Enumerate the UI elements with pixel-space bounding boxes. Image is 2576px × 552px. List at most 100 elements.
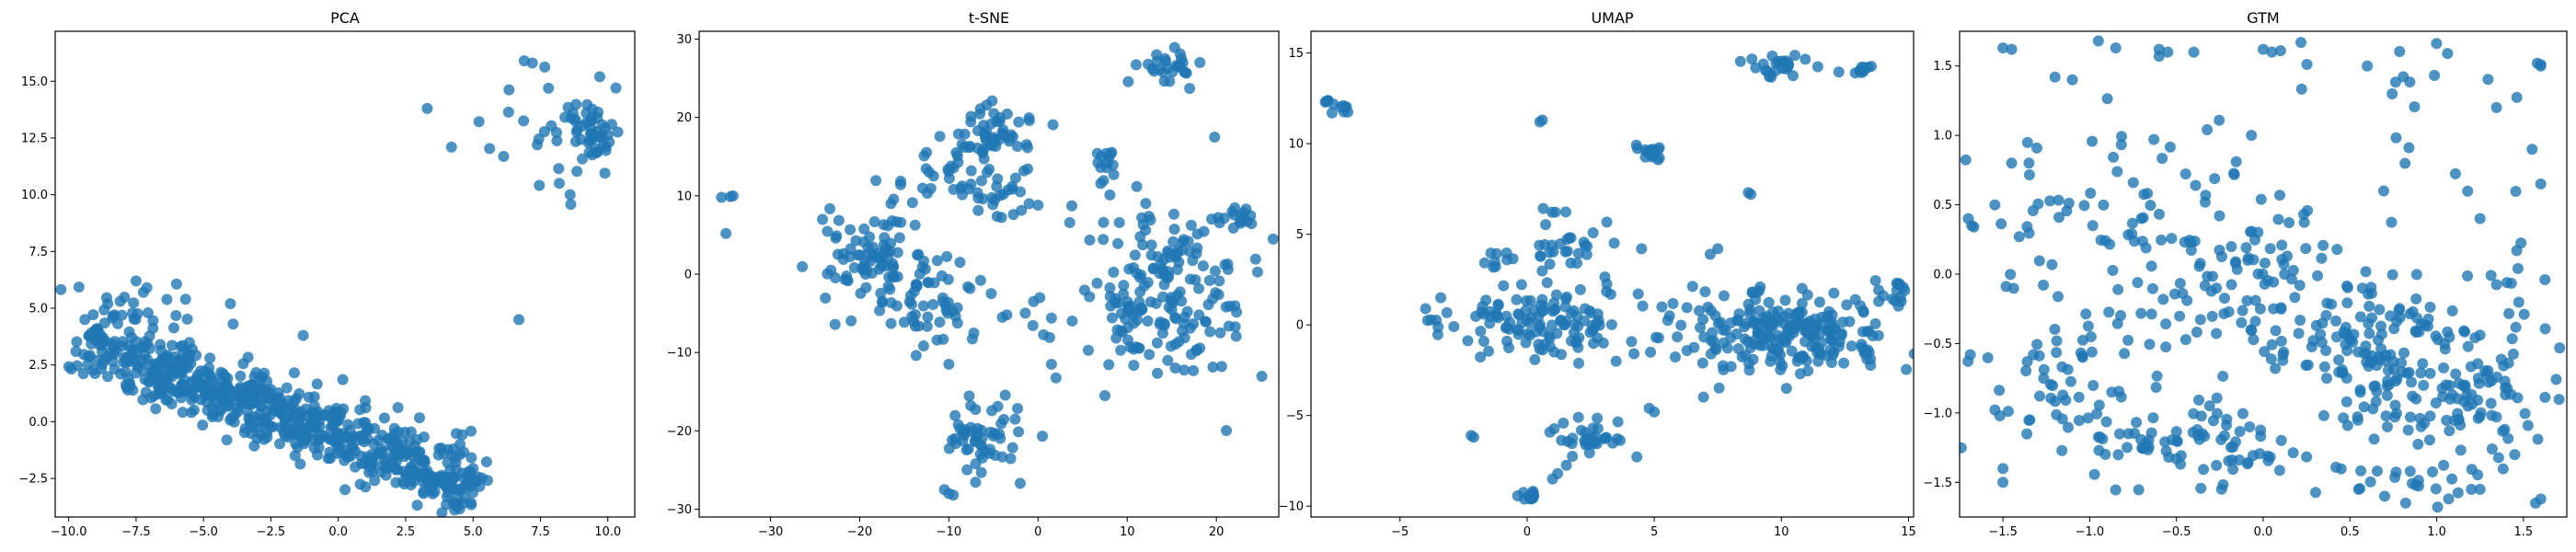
x-tick-label: −1.0 <box>2076 525 2105 539</box>
data-point <box>411 500 423 512</box>
data-point <box>1154 63 1166 75</box>
data-point <box>1034 292 1046 304</box>
data-point <box>2330 315 2342 327</box>
data-point <box>612 126 624 138</box>
data-point <box>82 359 94 371</box>
data-point <box>1587 226 1599 238</box>
data-point <box>2228 167 2240 179</box>
data-point <box>922 311 934 323</box>
data-point <box>1500 322 1512 334</box>
data-point <box>2170 426 2182 438</box>
x-tick-label: 0 <box>1524 525 1531 539</box>
data-point <box>2265 353 2277 365</box>
data-point <box>2422 313 2434 325</box>
y-tick-label: 20 <box>676 111 692 125</box>
data-point <box>825 264 837 276</box>
data-point <box>308 442 320 454</box>
data-point <box>1155 316 1167 328</box>
data-point <box>948 162 960 174</box>
data-point <box>868 216 880 228</box>
data-point <box>243 397 255 409</box>
data-point <box>2497 425 2509 437</box>
data-point <box>2093 399 2105 411</box>
data-point <box>2374 304 2386 316</box>
data-point <box>2053 212 2065 224</box>
data-point <box>1827 349 1839 361</box>
data-point <box>383 432 395 444</box>
data-point <box>1006 180 1018 192</box>
data-point <box>2512 262 2524 274</box>
data-point <box>2535 178 2547 190</box>
data-point <box>1645 346 1657 358</box>
panel-title: UMAP <box>1591 9 1633 27</box>
data-point <box>2415 367 2427 379</box>
data-point <box>951 317 963 329</box>
data-point <box>392 401 404 413</box>
data-point <box>2046 259 2058 270</box>
data-point <box>1663 310 1675 322</box>
data-point <box>1194 57 1206 69</box>
data-point <box>2171 435 2183 447</box>
data-point <box>2438 362 2450 374</box>
data-point <box>1747 353 1759 365</box>
data-point <box>2361 356 2373 368</box>
data-point <box>387 457 399 469</box>
data-point <box>1185 349 1197 361</box>
data-point <box>949 409 961 421</box>
data-point <box>2110 484 2122 496</box>
data-point <box>885 198 897 210</box>
data-point <box>931 334 943 346</box>
data-point <box>1513 309 1525 321</box>
data-point <box>1478 257 1490 269</box>
data-point <box>2382 364 2394 376</box>
data-point <box>2057 389 2069 401</box>
data-point <box>1707 327 1719 339</box>
data-point <box>1091 277 1103 289</box>
data-point <box>1541 277 1553 289</box>
x-tick-label: −0.5 <box>2162 525 2191 539</box>
data-point <box>817 213 829 225</box>
data-point <box>2007 282 2019 294</box>
data-point <box>1869 275 1881 287</box>
y-tick-label: −2.5 <box>18 473 48 487</box>
data-point <box>2430 483 2442 495</box>
data-point <box>981 99 993 111</box>
data-point <box>116 309 128 321</box>
data-point <box>2162 46 2174 58</box>
data-point <box>2535 59 2547 71</box>
data-point <box>1013 426 1025 438</box>
data-point <box>1578 236 1590 248</box>
data-point <box>2104 238 2116 250</box>
data-point <box>1656 301 1668 313</box>
data-point <box>1066 200 1077 212</box>
data-point <box>1536 265 1548 277</box>
data-point <box>2206 270 2218 282</box>
data-point <box>2099 448 2111 460</box>
data-point <box>2336 363 2348 375</box>
data-point <box>999 389 1011 401</box>
data-point <box>251 396 263 408</box>
data-point <box>543 82 555 94</box>
data-point <box>2553 394 2565 406</box>
data-point <box>1012 402 1024 414</box>
data-point <box>2354 386 2366 398</box>
data-point <box>1757 58 1769 70</box>
data-point <box>449 453 461 465</box>
data-point <box>1197 260 1209 272</box>
data-point <box>1130 59 1142 71</box>
data-point <box>994 116 1006 128</box>
data-point <box>1861 326 1873 338</box>
data-point <box>891 247 903 259</box>
data-point <box>206 411 218 423</box>
data-point <box>2375 328 2387 340</box>
data-point <box>2033 255 2045 267</box>
data-point <box>2023 157 2035 169</box>
data-point <box>2275 335 2287 347</box>
y-tick-label: −10 <box>667 347 692 361</box>
data-point <box>1082 344 1094 356</box>
data-point <box>886 214 898 226</box>
data-point <box>1018 165 1029 177</box>
data-point <box>1775 333 1787 345</box>
data-point <box>965 165 977 177</box>
data-point <box>2320 373 2332 385</box>
